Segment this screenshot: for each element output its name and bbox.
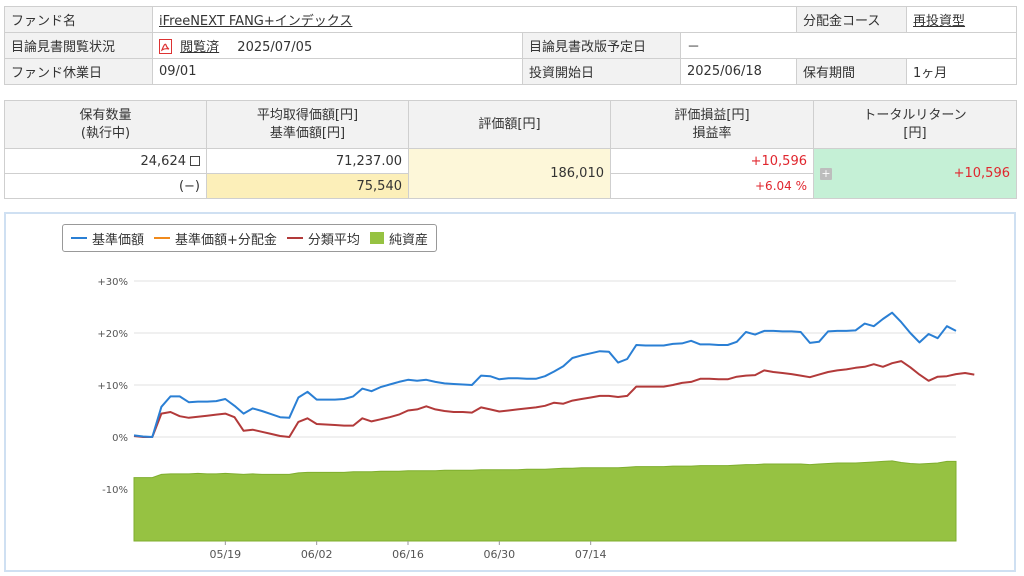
expand-plus-icon[interactable]: + [820, 167, 832, 180]
valuation-header: 評価額[円] [408, 100, 611, 149]
fund-info-table: ファンド名 iFreeNEXT FANG+インデックス 分配金コース 再投資型 … [4, 6, 1018, 85]
y-tick-label: +20% [97, 329, 128, 340]
avg-cost-cell: 71,237.00 [206, 148, 409, 174]
series-nav-line [133, 311, 957, 438]
pl-header: 評価損益[円] 損益率 [610, 100, 814, 149]
nav-cell: 75,540 [206, 173, 409, 199]
x-tick-label: 06/02 [301, 548, 333, 561]
start-label: 投資開始日 [522, 58, 681, 85]
total-return-value: +10,596 [953, 166, 1010, 181]
legend-assets[interactable]: 純資産 [369, 229, 428, 248]
holdings-row-1: 24,624 71,237.00 186,010 +10,596 + +10,5… [4, 148, 1017, 199]
revision-value: － [679, 32, 1018, 59]
series-category-line [133, 360, 975, 438]
period-label: 保有期間 [796, 58, 908, 85]
legend-nav[interactable]: 基準価額 [71, 229, 144, 248]
fund-name-link[interactable]: iFreeNEXT FANG+インデックス [159, 14, 353, 29]
prospectus-row: 目論見書閲覧状況 閲覧済 2025/07/05 目論見書改版予定日 － [4, 32, 1018, 59]
total-return-cell: + +10,596 [813, 148, 1017, 199]
unit-square-icon [190, 155, 200, 166]
y-tick-label: +10% [97, 381, 128, 392]
revision-label: 目論見書改版予定日 [522, 32, 681, 59]
pending-cell: (−) [4, 173, 207, 199]
legend-nav-dist[interactable]: 基準価額+分配金 [154, 229, 277, 248]
total-return-header: トータルリターン [円] [813, 100, 1017, 149]
dist-course-link[interactable]: 再投資型 [913, 14, 966, 29]
chart-svg: +30% +20% +10% 0% -10% 05/19 06/02 06/16 06/30 07… [97, 277, 975, 561]
qty-header: 保有数量 (執行中) [4, 100, 207, 149]
prospectus-date: 2025/07/05 [237, 40, 313, 55]
prospectus-status-link[interactable]: 閲覧済 [180, 40, 220, 55]
holiday-value: 09/01 [152, 58, 523, 85]
y-tick-label: 0% [112, 433, 128, 444]
y-tick-label: +30% [97, 277, 128, 288]
x-tick-label: 07/14 [575, 548, 607, 561]
quantity-cell: 24,624 [4, 148, 207, 174]
prospectus-label: 目論見書閲覧状況 [4, 32, 153, 59]
series-assets-area [133, 460, 957, 542]
dist-course-label: 分配金コース [796, 6, 908, 33]
start-value: 2025/06/18 [679, 58, 798, 85]
fund-name-row: ファンド名 iFreeNEXT FANG+インデックス 分配金コース 再投資型 [4, 6, 1018, 33]
legend-category[interactable]: 分類平均 [286, 229, 360, 248]
holdings-header-row: 保有数量 (執行中) 平均取得価額[円] 基準価額[円] 評価額[円] 評価損益[円… [4, 100, 1017, 149]
pl-cell: +10,596 [610, 148, 814, 174]
performance-chart: +30% +20% +10% 0% -10% 05/19 06/02 06/16 06/30 07… [4, 212, 1016, 572]
fund-name-label: ファンド名 [4, 6, 153, 33]
holdings-row-2: (−) 75,540 +6.04 % [4, 173, 1017, 199]
x-tick-label: 05/19 [209, 548, 241, 561]
chart-legend: 基準価額 基準価額+分配金 分類平均 純資産 [62, 224, 437, 252]
y-tick-label: -10% [102, 485, 128, 496]
valuation-cell: 186,010 [408, 148, 611, 199]
pdf-icon[interactable] [159, 39, 172, 54]
holdings-table: 保有数量 (執行中) 平均取得価額[円] 基準価額[円] 評価額[円] 評価損益[円… [4, 100, 1017, 199]
pl-rate-cell: +6.04 % [610, 173, 814, 199]
avg-header: 平均取得価額[円] 基準価額[円] [206, 100, 409, 149]
x-tick-label: 06/16 [392, 548, 424, 561]
x-tick-label: 06/30 [483, 548, 515, 561]
holiday-label: ファンド休業日 [4, 58, 153, 85]
period-value: 1ヶ月 [906, 58, 1018, 85]
holiday-row: ファンド休業日 09/01 投資開始日 2025/06/18 保有期間 1ヶ月 [4, 58, 1018, 85]
